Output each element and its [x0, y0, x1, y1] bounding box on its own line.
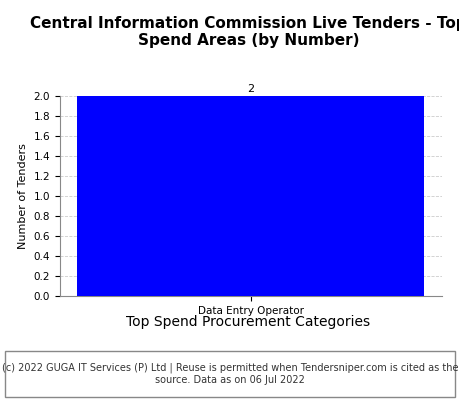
- FancyBboxPatch shape: [5, 350, 454, 398]
- Text: Central Information Commission Live Tenders - Top
Spend Areas (by Number): Central Information Commission Live Tend…: [30, 16, 459, 48]
- Text: Top Spend Procurement Categories: Top Spend Procurement Categories: [126, 315, 369, 329]
- Text: (c) 2022 GUGA IT Services (P) Ltd | Reuse is permitted when Tendersniper.com is : (c) 2022 GUGA IT Services (P) Ltd | Reus…: [2, 363, 457, 385]
- Text: 2: 2: [246, 84, 254, 94]
- Y-axis label: Number of Tenders: Number of Tenders: [18, 143, 28, 249]
